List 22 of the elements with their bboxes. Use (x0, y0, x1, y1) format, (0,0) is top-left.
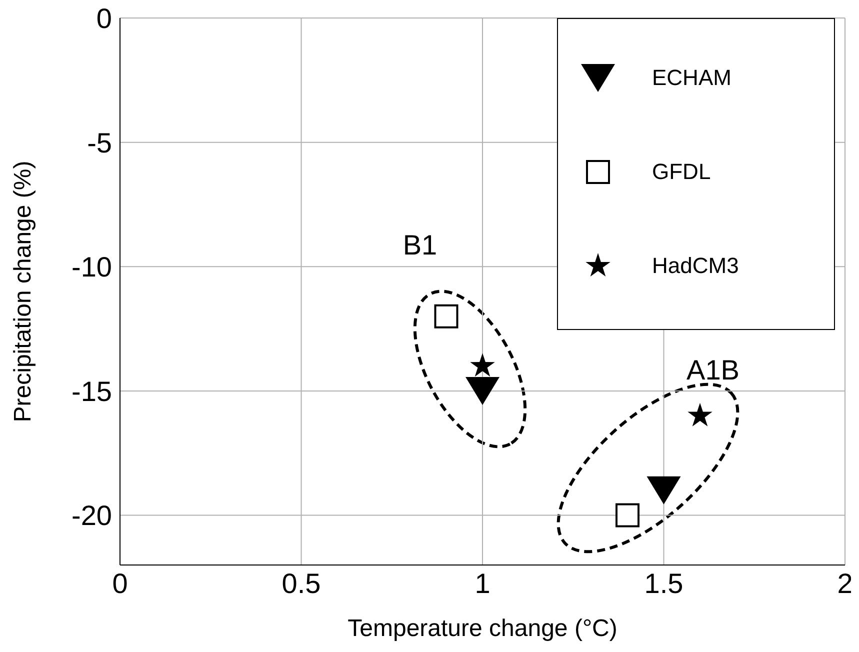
legend-label: HadCM3 (652, 253, 739, 279)
legend-label: GFDL (652, 159, 711, 185)
x-tick-label: 1.5 (644, 568, 684, 599)
y-tick-label: -20 (72, 500, 112, 532)
y-tick-label: -10 (72, 252, 112, 283)
x-tick-label: 1 (474, 568, 490, 599)
annotation: A1B (686, 354, 740, 386)
point (466, 376, 500, 405)
point (616, 503, 640, 528)
annotation: B1 (402, 229, 438, 260)
point (646, 476, 681, 504)
y-axis-title: Precipitation change (%) (10, 160, 37, 422)
point (688, 402, 712, 426)
legend-label: ECHAM (652, 65, 732, 91)
point (470, 353, 495, 377)
x-tick-label: 0.5 (282, 568, 321, 599)
point (434, 304, 458, 328)
y-tick-label: 0 (96, 2, 112, 34)
y-tick-label: -5 (87, 127, 112, 158)
x-tick-label: 2 (837, 568, 853, 599)
x-axis-title: Temperature change (°C) (348, 615, 618, 642)
y-tick-label: -15 (72, 376, 112, 407)
